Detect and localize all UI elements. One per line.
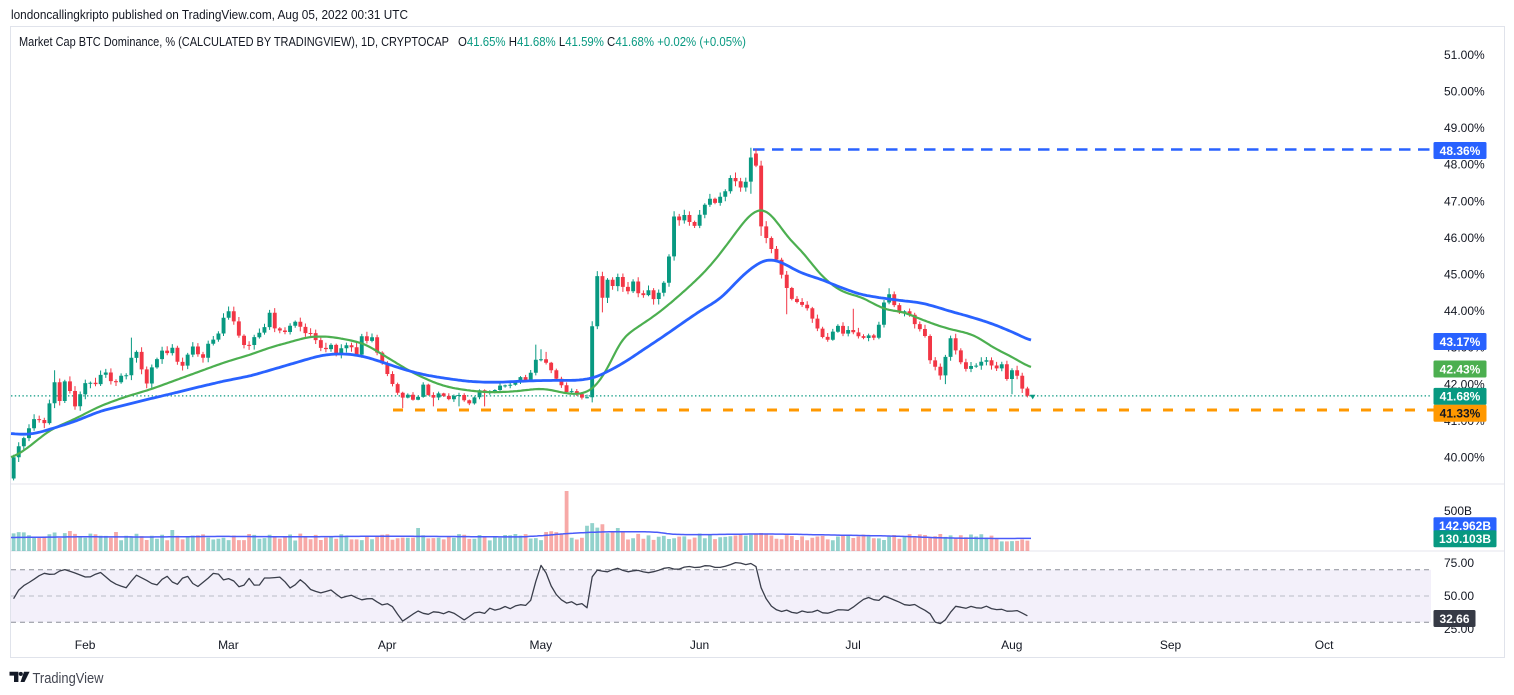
svg-text:50.00%: 50.00% <box>1444 85 1485 99</box>
svg-text:Apr: Apr <box>378 638 397 652</box>
svg-text:47.00%: 47.00% <box>1444 194 1485 208</box>
svg-text:41.68%: 41.68% <box>1440 390 1481 404</box>
svg-text:Jul: Jul <box>845 638 860 652</box>
svg-text:41.33%: 41.33% <box>1440 407 1481 421</box>
svg-text:32.66: 32.66 <box>1439 612 1469 626</box>
svg-text:Oct: Oct <box>1315 638 1334 652</box>
svg-text:TradingView: TradingView <box>33 671 104 687</box>
svg-text:londoncallingkripto published: londoncallingkripto published on Trading… <box>11 7 408 22</box>
svg-text:May: May <box>529 638 552 652</box>
svg-text:Feb: Feb <box>75 638 96 652</box>
svg-text:Jun: Jun <box>690 638 709 652</box>
svg-text:46.00%: 46.00% <box>1444 231 1485 245</box>
svg-text:O41.65% H41.68% L41.59% C41.68: O41.65% H41.68% L41.59% C41.68% +0.02% (… <box>458 34 746 49</box>
svg-text:Market Cap BTC Dominance, % (C: Market Cap BTC Dominance, % (CALCULATED … <box>19 34 449 49</box>
svg-text:Aug: Aug <box>1001 638 1022 652</box>
svg-text:50.00: 50.00 <box>1444 589 1474 603</box>
svg-text:42.00%: 42.00% <box>1444 377 1485 391</box>
svg-text:75.00: 75.00 <box>1444 556 1474 570</box>
svg-text:48.36%: 48.36% <box>1440 144 1481 158</box>
svg-text:45.00%: 45.00% <box>1444 268 1485 282</box>
svg-text:130.103B: 130.103B <box>1439 532 1491 546</box>
svg-text:51.00%: 51.00% <box>1444 48 1485 62</box>
svg-text:42.43%: 42.43% <box>1440 362 1481 376</box>
svg-text:49.00%: 49.00% <box>1444 121 1485 135</box>
svg-text:44.00%: 44.00% <box>1444 304 1485 318</box>
svg-text:500B: 500B <box>1444 504 1472 518</box>
svg-text:142.962B: 142.962B <box>1439 519 1491 533</box>
svg-text:48.00%: 48.00% <box>1444 158 1485 172</box>
svg-text:43.17%: 43.17% <box>1440 335 1481 349</box>
svg-text:40.00%: 40.00% <box>1444 451 1485 465</box>
svg-text:Mar: Mar <box>218 638 239 652</box>
svg-text:Sep: Sep <box>1160 638 1182 652</box>
